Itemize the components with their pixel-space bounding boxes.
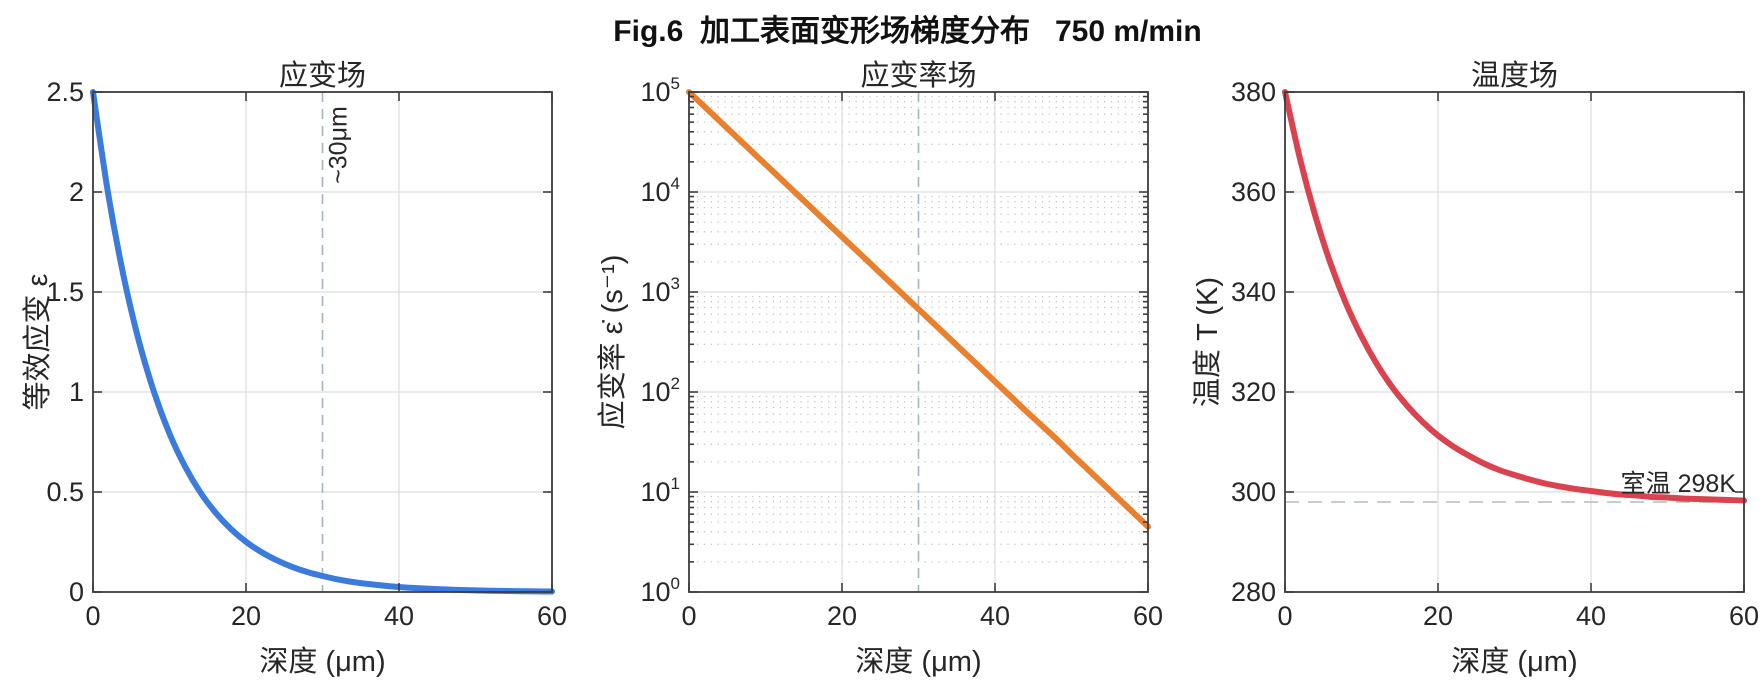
svg-text:20: 20 bbox=[1423, 601, 1453, 631]
x-axis-label-temperature: 深度 (μm) bbox=[1451, 646, 1578, 678]
svg-text:101: 101 bbox=[640, 474, 680, 507]
chart-strain-field: 应变场 等效应变 ε 深度 (μm) 0 20 40 60 0 0.5 1 1.5 2 2.5 ~3… bbox=[0, 50, 587, 684]
annotation-room-temp-label: 室温 298K bbox=[1621, 470, 1737, 498]
svg-text:104: 104 bbox=[640, 174, 680, 207]
svg-text:40: 40 bbox=[384, 601, 414, 631]
svg-text:300: 300 bbox=[1231, 477, 1276, 507]
annotation-30um-label: ~30μm bbox=[325, 106, 353, 184]
svg-text:60: 60 bbox=[1133, 601, 1163, 631]
strain-rate-plot-svg: 0 20 40 60 100 101 102 103 104 105 bbox=[640, 74, 1163, 631]
svg-text:320: 320 bbox=[1231, 377, 1276, 407]
svg-text:1.5: 1.5 bbox=[46, 277, 84, 307]
svg-text:0: 0 bbox=[681, 601, 696, 631]
svg-text:40: 40 bbox=[1576, 601, 1606, 631]
temperature-plot-svg: 0 20 40 60 280 300 320 340 360 380 室温 298K bbox=[1231, 77, 1759, 631]
x-axis-label-strain: 深度 (μm) bbox=[259, 646, 386, 678]
svg-text:380: 380 bbox=[1231, 77, 1276, 107]
svg-text:40: 40 bbox=[980, 601, 1010, 631]
svg-text:60: 60 bbox=[537, 601, 567, 631]
svg-text:2.5: 2.5 bbox=[46, 77, 84, 107]
svg-text:20: 20 bbox=[827, 601, 857, 631]
chart-strain-rate-field: 应变率场 应变率 ε̇ (s⁻¹) 深度 (μm) 0 20 40 60 100 101 1… bbox=[587, 50, 1174, 684]
svg-text:105: 105 bbox=[640, 74, 680, 107]
svg-text:340: 340 bbox=[1231, 277, 1276, 307]
svg-text:0: 0 bbox=[69, 577, 84, 607]
svg-text:0: 0 bbox=[85, 601, 100, 631]
svg-text:60: 60 bbox=[1729, 601, 1759, 631]
figure-title: Fig.6 加工表面变形场梯度分布 750 m/min bbox=[613, 15, 1202, 48]
svg-text:20: 20 bbox=[231, 601, 261, 631]
svg-text:1: 1 bbox=[69, 377, 84, 407]
svg-text:0.5: 0.5 bbox=[46, 477, 84, 507]
svg-text:102: 102 bbox=[640, 374, 680, 407]
svg-text:360: 360 bbox=[1231, 177, 1276, 207]
strain-plot-svg: 0 20 40 60 0 0.5 1 1.5 2 2.5 ~30μm bbox=[46, 77, 567, 631]
x-axis-label-strain-rate: 深度 (μm) bbox=[855, 646, 982, 678]
svg-text:103: 103 bbox=[640, 274, 680, 307]
svg-text:100: 100 bbox=[640, 574, 680, 607]
svg-text:2: 2 bbox=[69, 177, 84, 207]
svg-text:280: 280 bbox=[1231, 577, 1276, 607]
svg-text:0: 0 bbox=[1277, 601, 1292, 631]
chart-temperature-field: 温度场 温度 T (K) 深度 (μm) 0 20 40 60 280 300 320 340… bbox=[1174, 50, 1760, 684]
